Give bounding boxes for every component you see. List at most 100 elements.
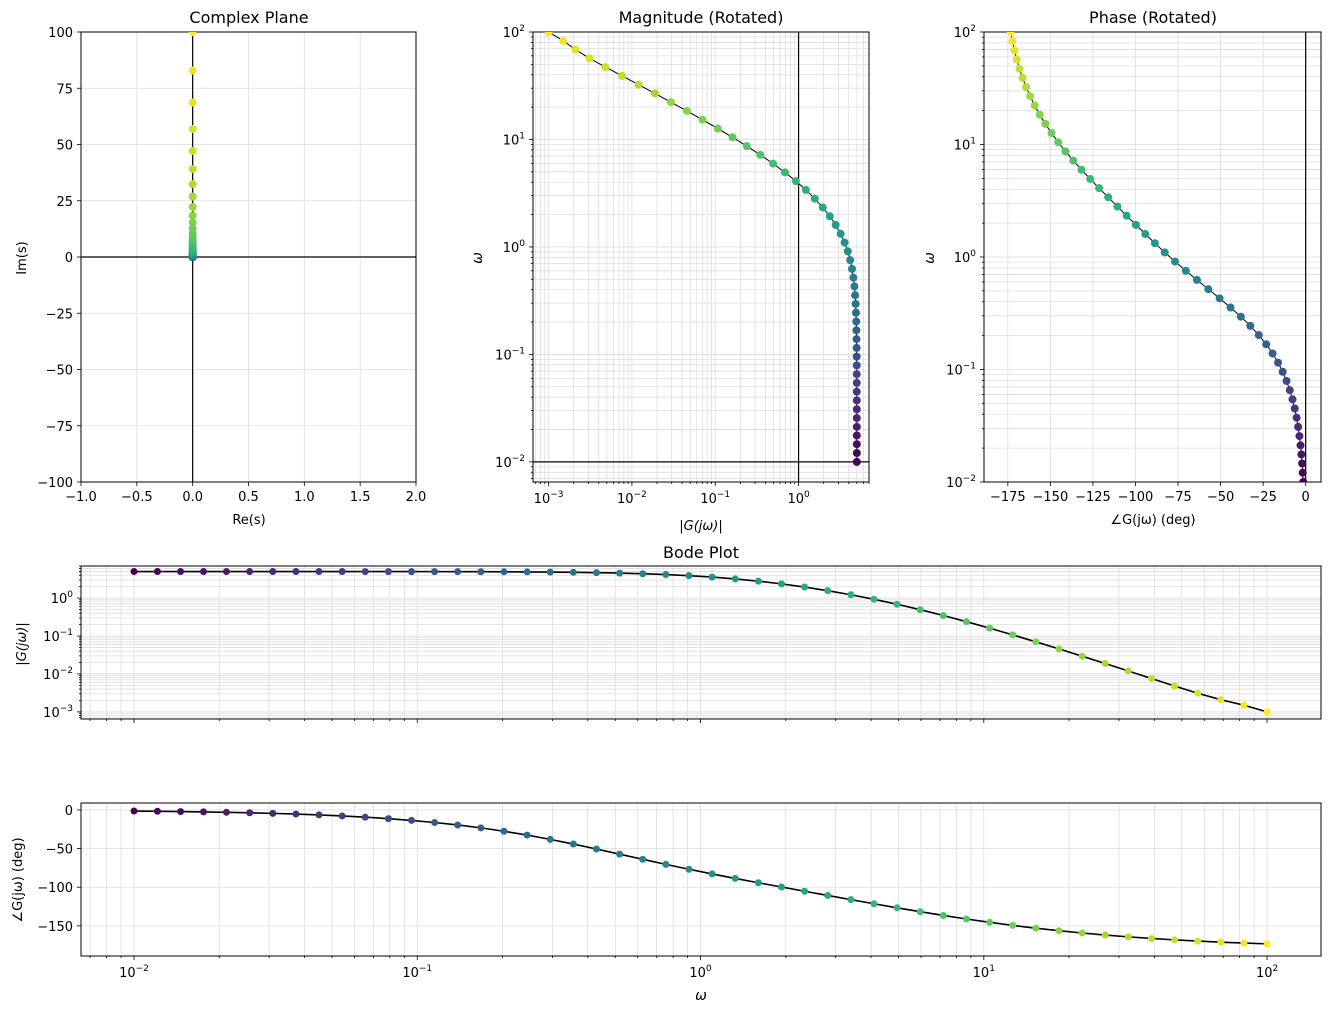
data-point [801,583,809,591]
data-point [846,256,855,265]
bode-phase-ylabel: ∠G(jω) (deg) [11,837,26,922]
data-point [1262,340,1271,349]
data-point [188,192,197,201]
series-layer [188,32,197,261]
x-tick-label: 1.5 [350,490,371,505]
data-point [962,618,970,626]
data-point [852,352,861,361]
y-tick-label: 100 [48,26,73,41]
data-point [852,370,861,379]
data-point [831,221,840,230]
data-point [585,54,594,63]
complex-plane-ylabel: Im(s) [15,241,30,274]
data-point [188,202,197,211]
data-point [407,816,415,824]
data-point [851,299,860,308]
data-point [222,568,230,576]
data-point [916,606,924,614]
data-point [1217,938,1225,946]
data-point [1061,147,1070,156]
data-point [939,911,947,919]
data-point [1147,934,1155,942]
data-point [1246,321,1255,330]
data-point [269,809,277,817]
data-point [1217,696,1225,704]
data-point [962,915,970,923]
bode-magnitude-ylabel: |G(jω)| [15,622,30,665]
data-point [1297,450,1306,459]
data-point [851,291,860,300]
data-point [407,568,415,576]
data-point [662,571,670,579]
data-point [756,150,765,159]
data-point [188,146,197,155]
x-tick-label: −50 [1207,490,1234,505]
data-point [1296,441,1305,450]
data-point [650,89,659,98]
data-point [728,133,737,142]
data-point [246,809,254,817]
axes-frame [80,802,1322,957]
phase-rotated-plot-area: −175 −150 −125 −100 −75 −50 −25 010−210−1100101… [946,24,1322,505]
x-tick-label: −125 [1075,490,1111,505]
y-tick-label: 25 [56,195,73,210]
data-point [1181,266,1190,275]
complex-plane-xlabel: Re(s) [232,513,265,528]
y-tick-label: −50 [46,364,73,379]
series-layer [1006,32,1308,482]
data-point [222,808,230,816]
data-point [200,568,208,576]
complex-plane-plot-area: −1.0 −0.5 0.0 0.5 1.0 1.5 2.0 −100 −75 −50 −25 0 25 5… [37,26,426,505]
data-point [1298,459,1307,468]
data-point [361,813,369,821]
data-point [153,568,161,576]
data-point [852,378,861,387]
data-point [1295,432,1304,441]
data-point [852,387,861,396]
data-point [1299,478,1308,482]
data-point [1012,55,1021,64]
x-tick-label: −75 [1164,490,1191,505]
data-point [1041,119,1050,128]
data-point [1171,936,1179,944]
data-point [847,591,855,599]
data-point [685,572,693,580]
series-layer [130,568,1271,716]
data-point [1035,110,1044,119]
data-point [1022,83,1031,92]
data-point [893,904,901,912]
data-point [1069,156,1078,165]
data-point [384,568,392,576]
data-point [246,568,254,576]
data-point [546,568,554,576]
y-tick-label: −150 [37,920,73,935]
series-layer [130,807,1271,948]
magnitude-rotated-xlabel: |G(jω)| [679,519,722,534]
data-point [188,32,197,36]
x-tick-label: −175 [990,490,1026,505]
data-point [1215,294,1224,303]
phase-rotated-title: Phase (Rotated) [1089,8,1217,27]
data-point [852,396,861,405]
data-point [685,865,693,873]
data-point [634,80,643,89]
data-point [1055,645,1063,653]
data-point [153,807,161,815]
data-point [780,168,789,177]
data-point [1015,64,1024,73]
data-point [852,440,861,449]
data-point [754,577,762,585]
data-point [1141,230,1150,239]
y-tick-label: 75 [56,82,73,97]
data-point [292,810,300,818]
phase-rotated-panel: Phase (Rotated) ∠G(jω) (deg) ω −175 −150−… [922,8,1322,528]
data-point [852,405,861,414]
data-point [130,807,138,815]
data-point [1285,386,1294,395]
magnitude-rotated-panel: Magnitude (Rotated) |G(jω)| ω 10−3 10−2 10… [470,8,870,534]
data-point [431,819,439,826]
data-point [1288,395,1297,404]
data-point [708,573,716,581]
data-point [188,211,197,220]
